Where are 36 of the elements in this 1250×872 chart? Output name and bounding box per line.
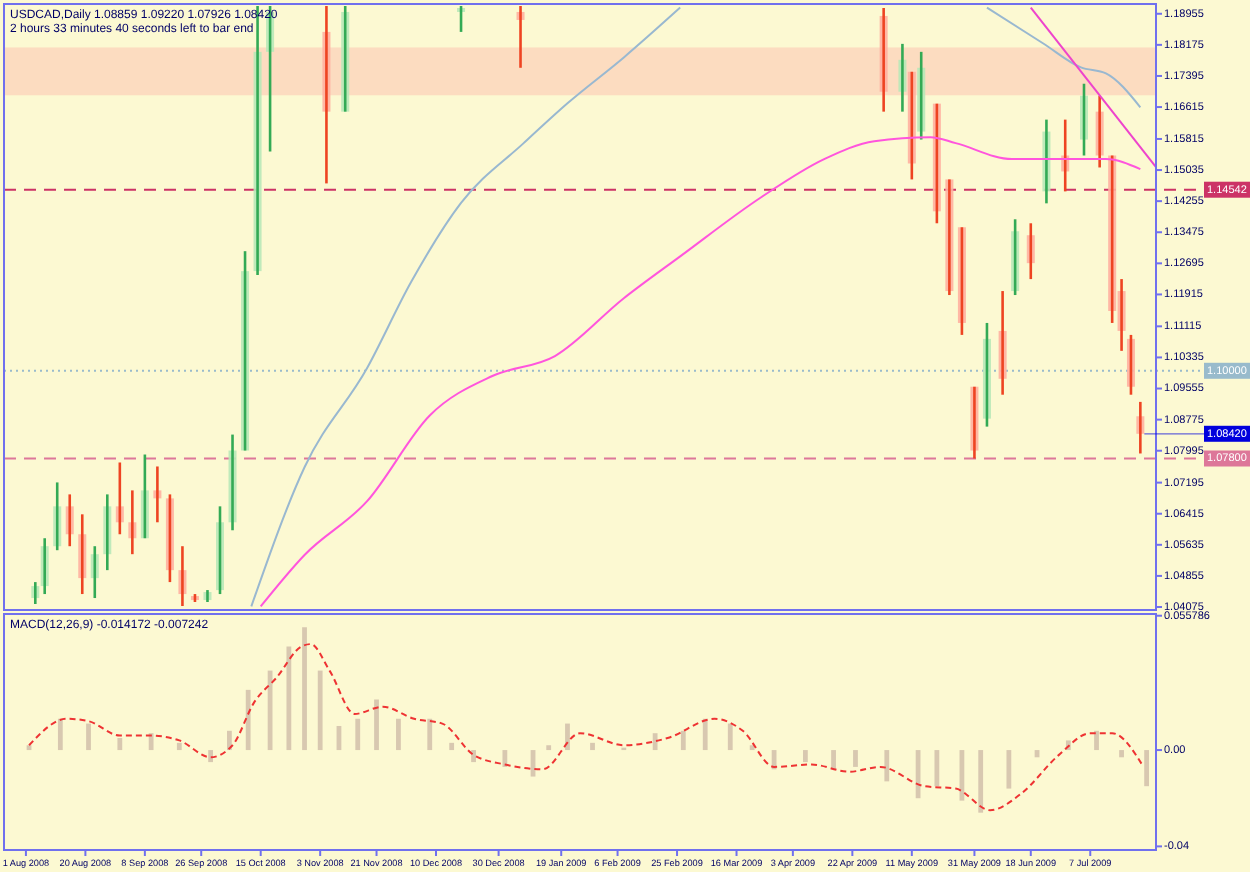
- bar: [1094, 730, 1099, 751]
- bar: [702, 718, 708, 751]
- bar: [884, 750, 890, 782]
- bar: [590, 742, 595, 751]
- bar: [934, 750, 940, 787]
- bar: [802, 750, 808, 763]
- bar: [502, 750, 508, 767]
- bar: [546, 745, 552, 751]
- bar: [831, 750, 836, 770]
- bar: [978, 750, 984, 813]
- bar: [396, 718, 401, 751]
- bar: [208, 750, 214, 763]
- bar: [1144, 750, 1150, 787]
- bar: [286, 646, 292, 751]
- bar: [302, 627, 307, 751]
- bar: [86, 723, 91, 751]
- bar: [680, 730, 686, 751]
- bar: [148, 733, 154, 751]
- line-series: [259, 136, 1142, 608]
- bar: [565, 723, 570, 751]
- bar: [117, 738, 123, 751]
- bar: [853, 750, 858, 767]
- bar: [355, 718, 361, 751]
- bar: [57, 718, 63, 751]
- bar: [245, 689, 251, 751]
- bar: [427, 718, 433, 751]
- bar: [374, 699, 379, 751]
- bar: [449, 742, 455, 751]
- bar: [176, 742, 182, 751]
- bar: [471, 750, 476, 763]
- bar: [317, 670, 323, 751]
- bar: [1006, 750, 1012, 789]
- bar: [652, 733, 658, 751]
- line-series: [28, 643, 1145, 812]
- bar: [727, 723, 733, 751]
- bar: [1119, 750, 1124, 758]
